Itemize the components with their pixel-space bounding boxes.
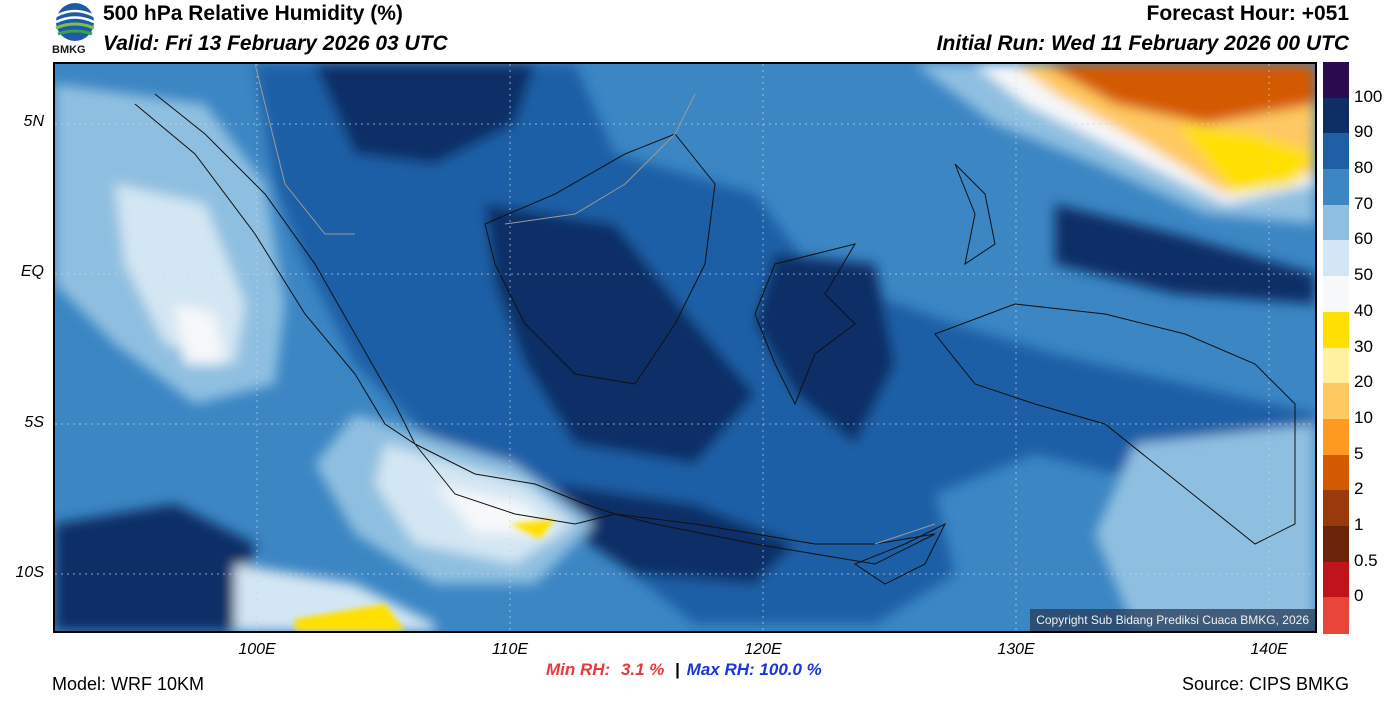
colorbar-swatch [1323,62,1349,99]
colorbar-swatch [1323,169,1349,206]
colorbar-label: 0.5 [1354,550,1378,570]
y-label-eq: EQ [20,263,44,280]
colorbar-label: 30 [1354,336,1373,356]
max-rh-value: 100.0 % [759,660,822,679]
colorbar-swatch [1323,133,1349,170]
colorbar-label: 70 [1354,193,1373,213]
colorbar-label: 5 [1354,443,1364,463]
colorbar-swatch [1323,240,1349,277]
colorbar-swatch [1323,97,1349,134]
colorbar-swatch [1323,311,1349,348]
stats-separator: | [675,660,680,679]
bmkg-logo [52,2,98,58]
colorbar-label: 100 [1354,86,1383,106]
colorbar-swatch [1323,204,1349,241]
logo-text: BMKG [52,44,86,56]
colorbar-label: 40 [1354,300,1373,320]
colorbar-label: 0 [1354,586,1364,606]
min-rh-value: 3.1 % [620,660,665,679]
colorbar-label: 80 [1354,158,1373,178]
colorbar-swatch [1323,276,1349,313]
y-label-5n: 5N [23,113,44,130]
colorbar [1323,62,1349,634]
colorbar-label: 50 [1354,265,1373,285]
y-label-10s: 10S [15,564,44,581]
valid-time: Valid: Fri 13 February 2026 03 UTC [103,32,448,55]
x-label-120e: 120E [744,641,782,658]
colorbar-swatch [1323,347,1349,384]
initial-run: Initial Run: Wed 11 February 2026 00 UTC [936,32,1349,55]
x-label-130e: 130E [997,641,1035,658]
x-label-110e: 110E [491,641,529,658]
colorbar-label: 10 [1354,407,1373,427]
chart-title: 500 hPa Relative Humidity (%) [103,2,403,25]
colorbar-swatch [1323,418,1349,456]
colorbar-label: 1 [1354,514,1364,534]
colorbar-swatch [1323,561,1349,598]
colorbar-swatch [1323,454,1349,491]
humidity-map: Copyright Sub Bidang Prediksi Cuaca BMKG… [53,62,1317,633]
max-rh-label: Max RH: [686,660,755,679]
coastlines [134,93,1296,585]
colorbar-label: 2 [1354,479,1364,499]
colorbar-swatch [1323,597,1349,634]
min-max-readout: Min RH: 3.1 % | Max RH: 100.0 % [546,660,822,680]
x-label-140e: 140E [1250,641,1288,658]
colorbar-swatch [1323,383,1349,420]
x-label-100e: 100E [238,641,276,658]
colorbar-swatch [1323,490,1349,527]
y-label-5s: 5S [24,414,44,431]
colorbar-swatch [1323,525,1349,563]
colorbar-label: 20 [1354,372,1373,392]
copyright-notice: Copyright Sub Bidang Prediksi Cuaca BMKG… [1030,609,1315,631]
colorbar-label: 60 [1354,229,1373,249]
min-rh-label: Min RH: [546,660,611,679]
humidity-field [55,64,1315,631]
forecast-hour: Forecast Hour: +051 [1146,2,1350,25]
colorbar-label: 90 [1354,122,1373,142]
model-name: Model: WRF 10KM [52,674,205,694]
data-source: Source: CIPS BMKG [1181,674,1349,694]
